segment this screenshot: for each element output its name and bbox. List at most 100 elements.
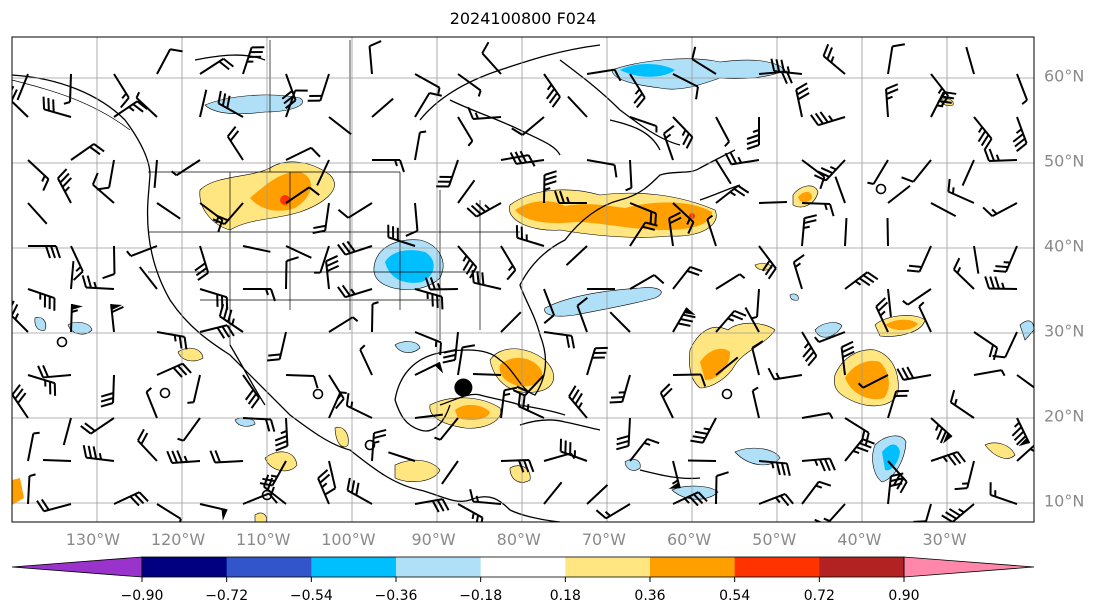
wind-barb	[875, 297, 889, 333]
wind-barb	[586, 346, 608, 376]
wind-barb	[424, 277, 459, 291]
wind-barb	[138, 266, 158, 290]
wind-barb	[62, 417, 72, 446]
wind-barb	[325, 255, 340, 290]
map-border	[11, 36, 1035, 523]
wind-barb	[993, 245, 1018, 273]
wind-barbs	[12, 40, 1034, 522]
calm-circle	[312, 388, 324, 400]
longitude-label: 90°W	[411, 530, 455, 549]
wind-barb	[63, 73, 72, 105]
wind-barb	[795, 82, 810, 118]
wind-barb	[668, 460, 681, 489]
wind-barb	[672, 202, 695, 235]
wind-barb	[285, 374, 319, 389]
map-title: 2024100800 F024	[449, 9, 597, 28]
wind-barb	[199, 324, 235, 339]
wind-barb	[746, 117, 760, 150]
wind-barb	[887, 472, 904, 505]
wind-barb	[27, 473, 36, 505]
wind-barb	[512, 374, 545, 397]
latitude-labels: 60°N 50°N 40°N 30°N 20°N 10°N	[1044, 66, 1084, 510]
wind-barb	[414, 331, 442, 356]
wind-barb	[199, 503, 228, 521]
wind-barb	[317, 469, 331, 505]
wind-barb	[70, 261, 75, 290]
wind-barb	[307, 73, 330, 102]
colorbar-tick-label: 0.36	[634, 588, 665, 604]
longitude-label: 50°W	[752, 530, 796, 549]
wind-barb	[554, 190, 587, 204]
wind-barb	[973, 116, 993, 150]
wind-barb	[242, 46, 265, 75]
wind-barb	[242, 245, 271, 253]
wind-barb	[371, 428, 387, 462]
wind-barb	[706, 214, 717, 247]
colorbar-segment	[142, 557, 228, 577]
wind-barb	[414, 413, 443, 419]
wind-barb	[457, 179, 476, 204]
wind-barb	[209, 450, 244, 464]
wind-barb	[457, 116, 474, 147]
wind-barb	[629, 221, 658, 247]
wind-barb	[27, 288, 56, 311]
wind-barb	[930, 202, 957, 218]
wind-barb	[314, 245, 330, 274]
wind-barb	[724, 151, 760, 166]
wind-barb	[567, 95, 588, 118]
wind-barb	[16, 73, 29, 101]
wind-barb	[387, 224, 416, 247]
wind-barb	[715, 159, 732, 185]
wind-barb	[629, 116, 658, 133]
latitude-label: 60°N	[1044, 66, 1084, 85]
wind-barb	[170, 159, 201, 177]
longitude-label: 130°W	[66, 530, 121, 549]
wind-barb	[217, 90, 244, 118]
wind-barb	[199, 57, 234, 75]
latitude-label: 10°N	[1044, 492, 1084, 511]
wind-barb	[770, 58, 803, 75]
anomaly-core-nw-plains	[250, 171, 311, 211]
wind-barb	[984, 276, 1018, 290]
calm-circle	[875, 183, 887, 195]
wind-barb	[177, 417, 201, 442]
wind-barb	[834, 176, 846, 204]
wind-barb	[1016, 73, 1028, 105]
wind-barb	[691, 46, 717, 75]
wind-barb	[1016, 374, 1034, 393]
wind-barb	[194, 245, 210, 281]
wind-barb	[471, 270, 502, 290]
colorbar-tick-label: −0.54	[290, 588, 333, 604]
colorbar-extend-low	[11, 556, 143, 578]
wind-barb	[930, 417, 953, 444]
wind-barb	[36, 498, 72, 513]
wind-barb	[500, 459, 535, 473]
wind-barb	[947, 178, 975, 204]
wind-barb	[436, 159, 459, 188]
wind-barb	[442, 331, 459, 364]
wind-barb	[472, 373, 502, 376]
wind-barb	[405, 202, 419, 237]
anomaly-core-great-lakes	[515, 201, 712, 230]
wind-barb	[672, 265, 703, 290]
colorbar-segment	[226, 557, 312, 577]
wind-barb	[137, 428, 158, 462]
longitude-label: 60°W	[667, 530, 711, 549]
wind-barb	[500, 311, 522, 333]
wind-barb	[887, 288, 892, 317]
wind-barb	[715, 273, 746, 290]
wind-barb	[328, 116, 352, 136]
longitude-label: 40°W	[837, 530, 881, 549]
wind-barb	[767, 367, 803, 381]
wind-barb	[457, 503, 484, 522]
wind-barb	[961, 159, 975, 186]
wind-barb	[110, 304, 124, 333]
wind-barb	[901, 159, 932, 183]
wind-barb	[346, 477, 373, 505]
wind-barb	[285, 256, 299, 290]
wind-barb	[481, 41, 502, 75]
latitude-label: 20°N	[1044, 407, 1084, 426]
wind-barb	[690, 417, 717, 444]
wind-barb	[659, 383, 674, 419]
wind-barb	[371, 97, 394, 118]
